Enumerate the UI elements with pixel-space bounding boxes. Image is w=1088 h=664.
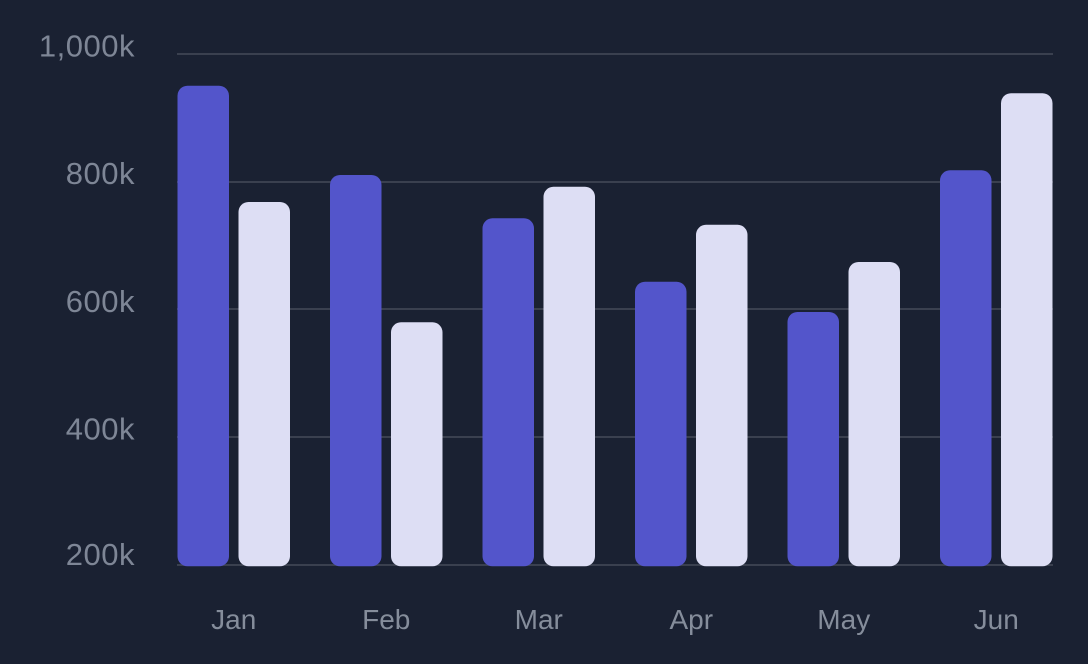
svg-text:Feb: Feb [362, 604, 410, 635]
svg-text:Jan: Jan [211, 604, 256, 635]
svg-text:800k: 800k [66, 156, 135, 191]
svg-text:200k: 200k [66, 537, 135, 572]
svg-text:400k: 400k [66, 412, 135, 447]
svg-text:600k: 600k [66, 284, 135, 319]
svg-text:Jun: Jun [974, 604, 1019, 635]
svg-text:Mar: Mar [515, 604, 563, 635]
svg-text:1,000k: 1,000k [39, 28, 135, 63]
svg-text:Apr: Apr [669, 604, 713, 635]
svg-text:May: May [817, 604, 870, 635]
